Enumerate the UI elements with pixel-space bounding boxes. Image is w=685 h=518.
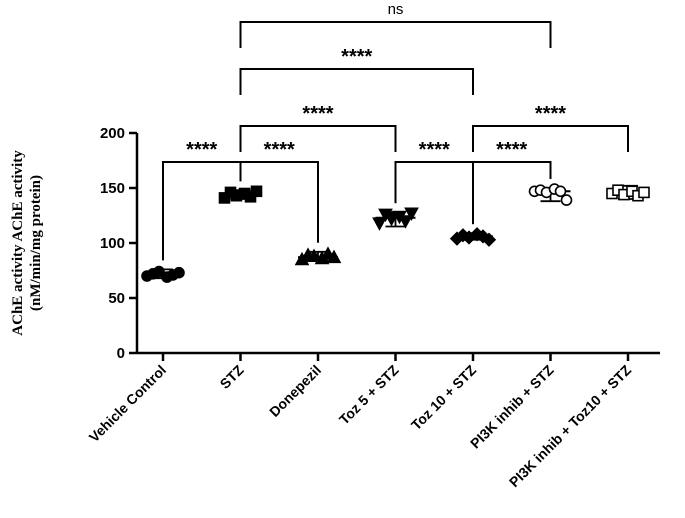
data-group bbox=[449, 227, 497, 247]
significance-label: **** bbox=[341, 46, 372, 68]
y-axis-title-line1: AChE activity AChE activity bbox=[10, 150, 26, 336]
data-point bbox=[560, 194, 573, 206]
x-axis: Vehicle Control STZ Donepezil Toz 5 + STZ To… bbox=[86, 351, 660, 490]
significance-label: ns bbox=[388, 1, 404, 18]
data-groups bbox=[141, 183, 650, 283]
bracket-line bbox=[239, 68, 474, 95]
significance-bracket: **** bbox=[472, 139, 552, 225]
data-point bbox=[153, 265, 165, 278]
significance-bracket: **** bbox=[472, 103, 629, 152]
x-tick-label: PI3K inhib + STZ bbox=[467, 362, 557, 452]
significance-label: **** bbox=[496, 139, 527, 161]
data-group bbox=[141, 265, 185, 283]
x-tick-label: STZ bbox=[217, 361, 247, 391]
data-group bbox=[606, 184, 650, 202]
data-point bbox=[384, 213, 399, 227]
x-tick-label: Vehicle Control bbox=[86, 362, 169, 445]
bracket-line bbox=[239, 125, 397, 152]
data-group bbox=[372, 207, 419, 231]
data-point bbox=[250, 185, 263, 198]
data-group bbox=[528, 183, 573, 206]
significance-label: **** bbox=[419, 139, 450, 161]
bracket-line bbox=[162, 161, 242, 261]
bracket-line bbox=[472, 125, 629, 152]
x-tick-label: Toz 10 + STZ bbox=[408, 362, 480, 434]
significance-label: **** bbox=[302, 103, 333, 125]
y-tick-label: 200 bbox=[100, 125, 125, 142]
data-point bbox=[306, 248, 322, 263]
bracket-line bbox=[239, 21, 552, 48]
significance-bracket: **** bbox=[239, 46, 474, 95]
x-tick-label: Toz 5 + STZ bbox=[336, 361, 402, 427]
y-axis-title-line2: (nM/min/mg protein) bbox=[28, 175, 44, 311]
significance-label: **** bbox=[264, 139, 295, 161]
significance-brackets: **** **** **** **** **** **** **** ns bbox=[162, 1, 629, 261]
y-tick-label: 50 bbox=[108, 290, 125, 307]
bracket-line bbox=[239, 161, 319, 243]
y-tick-label: 0 bbox=[117, 345, 125, 362]
significance-bracket: ns bbox=[239, 1, 552, 48]
bracket-line bbox=[472, 161, 552, 225]
data-point bbox=[481, 232, 497, 247]
data-point bbox=[554, 185, 567, 198]
data-point bbox=[404, 207, 419, 221]
data-group bbox=[294, 246, 342, 266]
data-group bbox=[218, 185, 263, 204]
data-point bbox=[173, 266, 185, 279]
data-point bbox=[326, 249, 342, 264]
significance-bracket: **** bbox=[239, 103, 397, 152]
y-axis: 0 50 100 150 200 bbox=[100, 125, 139, 362]
data-point bbox=[398, 215, 413, 229]
significance-bracket: **** bbox=[239, 139, 319, 243]
bracket-line bbox=[394, 161, 474, 225]
data-point bbox=[372, 217, 387, 231]
x-tick-label: Donepezil bbox=[266, 362, 324, 420]
data-point bbox=[638, 186, 650, 199]
significance-label: **** bbox=[535, 103, 566, 125]
y-tick-label: 100 bbox=[100, 235, 125, 252]
y-tick-label: 150 bbox=[100, 180, 125, 197]
significance-label: **** bbox=[186, 139, 217, 161]
